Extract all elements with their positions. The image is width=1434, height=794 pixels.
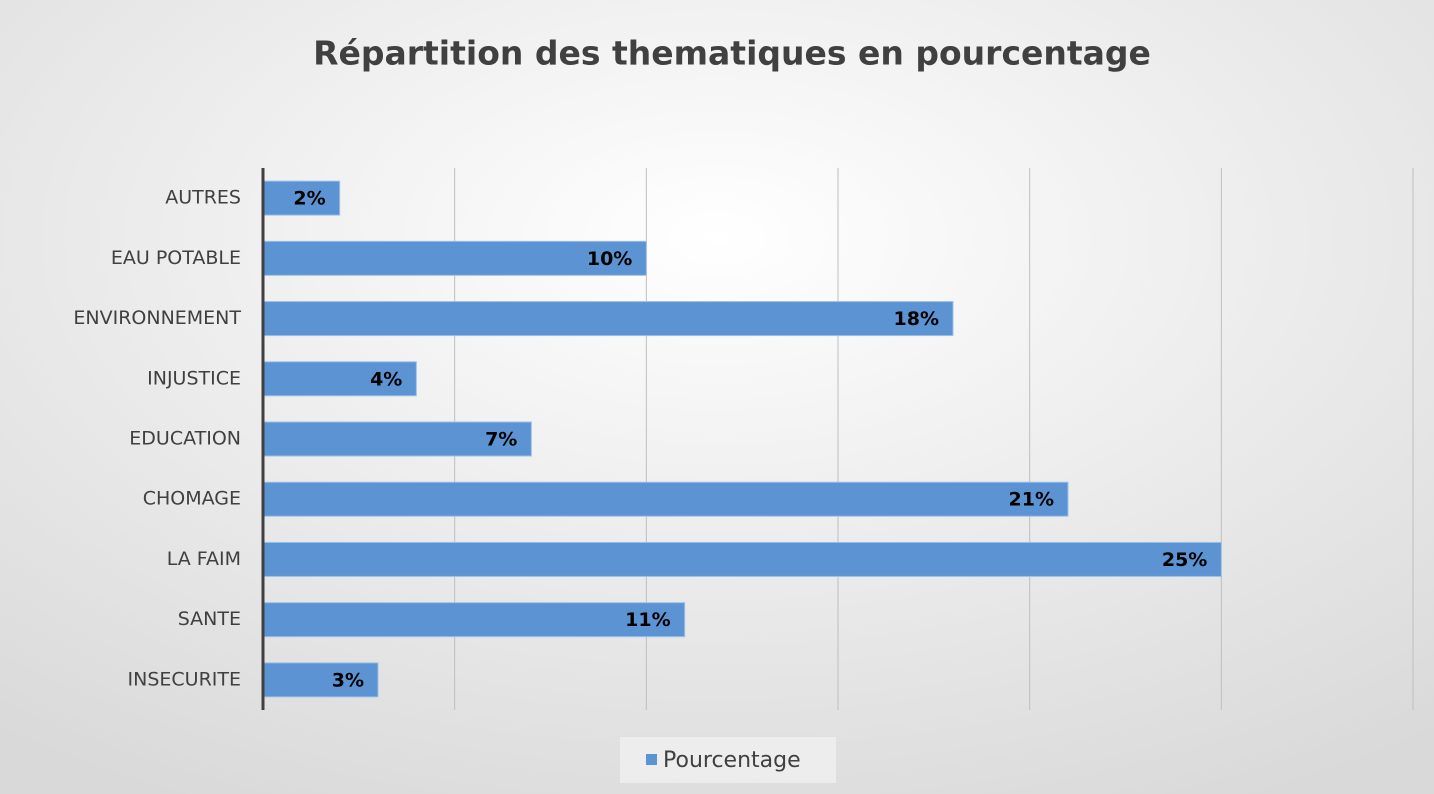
bar [262, 481, 1069, 517]
y-tick-label: AUTRES [165, 187, 241, 209]
data-label: 25% [1162, 549, 1207, 571]
y-tick-label: ENVIRONNEMENT [73, 307, 241, 329]
bar [262, 541, 1222, 577]
y-tick-label: EAU POTABLE [111, 247, 241, 269]
data-label: 7% [485, 429, 517, 451]
y-tick-label: CHOMAGE [143, 488, 241, 510]
data-label: 21% [1009, 489, 1054, 511]
y-tick-label: EDUCATION [129, 428, 241, 450]
data-label: 18% [894, 308, 939, 330]
data-label: 3% [332, 669, 364, 691]
y-tick-label: SANTE [178, 608, 241, 630]
bar [262, 240, 647, 276]
y-tick-label: INJUSTICE [147, 367, 241, 389]
data-label: 4% [370, 368, 402, 390]
chart-title: Répartition des thematiques en pourcenta… [313, 34, 1151, 73]
legend-swatch [646, 754, 657, 765]
data-label: 11% [625, 609, 670, 631]
data-label: 10% [587, 248, 632, 270]
bar [262, 301, 954, 337]
data-label: 2% [293, 188, 325, 210]
bar [262, 602, 686, 638]
bar [262, 180, 341, 216]
y-tick-label: INSECURITE [128, 668, 241, 690]
y-tick-label: LA FAIM [167, 548, 241, 570]
bar [262, 421, 532, 457]
legend-label: Pourcentage [663, 748, 801, 773]
